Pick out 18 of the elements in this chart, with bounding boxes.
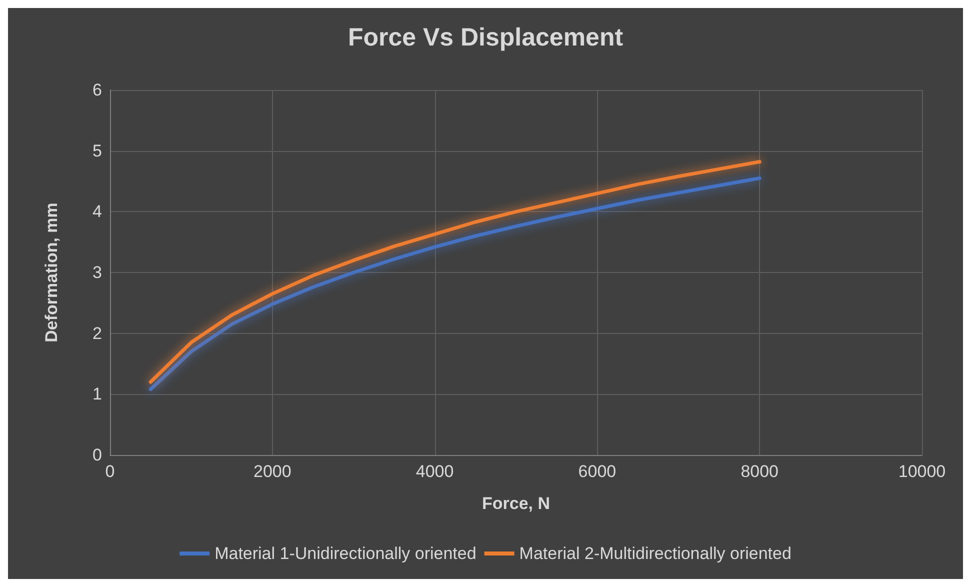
x-tick-label: 0 bbox=[105, 462, 115, 481]
y-axis-title: Deformation, mm bbox=[42, 202, 61, 342]
x-tick-label: 2000 bbox=[253, 462, 292, 481]
chart-title: Force Vs Displacement bbox=[348, 24, 624, 52]
y-tick-label: 2 bbox=[92, 324, 102, 343]
y-tick-label: 0 bbox=[92, 446, 102, 464]
y-tick-label: 1 bbox=[92, 384, 102, 404]
y-tick-label: 6 bbox=[92, 80, 102, 100]
y-tick-label: 3 bbox=[92, 263, 102, 282]
x-tick-label: 8000 bbox=[740, 462, 779, 481]
y-tick-label: 4 bbox=[92, 202, 102, 222]
x-tick-label: 10000 bbox=[898, 462, 946, 481]
x-tick-label: 4000 bbox=[416, 462, 454, 481]
legend-label: Material 2-Multidirectionally oriented bbox=[519, 544, 792, 563]
x-axis-title: Force, N bbox=[482, 494, 550, 513]
x-tick-label: 6000 bbox=[578, 462, 616, 481]
legend-label: Material 1-Unidirectionally oriented bbox=[214, 544, 476, 563]
y-tick-label: 5 bbox=[92, 141, 102, 160]
